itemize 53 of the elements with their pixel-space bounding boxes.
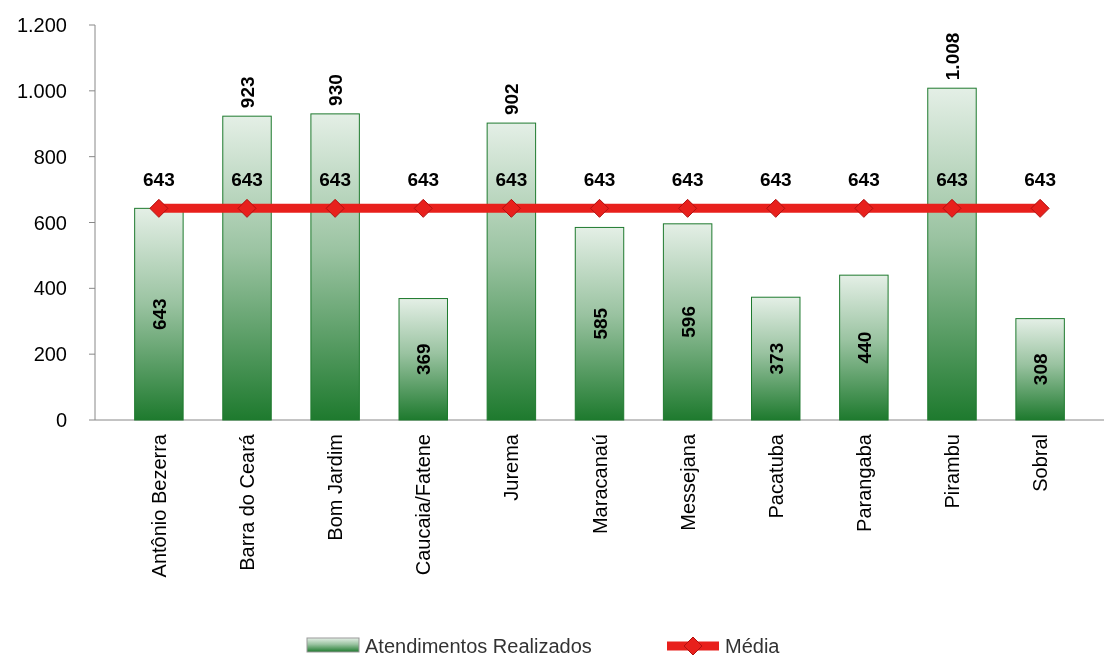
data-label: 902 bbox=[501, 83, 523, 116]
y-tick-label: 1.200 bbox=[16, 14, 67, 36]
bar bbox=[839, 274, 889, 421]
x-tick-label: Parangaba bbox=[852, 433, 875, 532]
bar bbox=[398, 298, 448, 421]
x-tick-label: Pacatuba bbox=[764, 433, 787, 519]
data-label: 643 bbox=[407, 169, 440, 191]
x-tick-label: Maracanaú bbox=[588, 434, 611, 535]
bar bbox=[486, 122, 537, 421]
data-label: 596 bbox=[677, 306, 699, 338]
data-label: 643 bbox=[759, 169, 792, 191]
x-tick-label: Jurema bbox=[500, 433, 523, 501]
x-tick-label: Pirambu bbox=[940, 434, 963, 509]
bar bbox=[927, 87, 977, 421]
bar bbox=[662, 223, 713, 421]
data-label: 923 bbox=[237, 76, 259, 109]
x-tick-label: Messejana bbox=[676, 433, 699, 531]
data-label: 643 bbox=[148, 298, 170, 331]
bar bbox=[222, 115, 272, 421]
data-label: 643 bbox=[143, 169, 175, 191]
data-label: 643 bbox=[583, 169, 616, 191]
legend-label: Atendimentos Realizados bbox=[365, 635, 592, 657]
data-label: 643 bbox=[936, 169, 968, 191]
y-tick-label: 200 bbox=[33, 343, 67, 366]
data-label: 308 bbox=[1030, 353, 1052, 386]
y-tick-label: 0 bbox=[55, 409, 67, 431]
data-label: 585 bbox=[589, 307, 611, 340]
x-tick-label: Bom Jardim bbox=[324, 434, 347, 541]
y-tick-label: 1.000 bbox=[16, 79, 67, 102]
data-label: 643 bbox=[671, 169, 704, 191]
data-label: 440 bbox=[853, 331, 875, 364]
bar bbox=[574, 226, 625, 421]
bar bbox=[751, 296, 801, 421]
bar bbox=[1015, 318, 1065, 421]
data-label: 643 bbox=[1024, 169, 1056, 191]
x-tick-label: Caucaia/Fatene bbox=[412, 434, 435, 576]
data-label: 1.008 bbox=[941, 32, 963, 81]
data-label: 643 bbox=[231, 169, 263, 191]
bar bbox=[310, 113, 360, 421]
y-tick-label: 800 bbox=[33, 145, 67, 168]
data-label: 643 bbox=[848, 169, 880, 191]
data-label: 643 bbox=[495, 169, 528, 191]
data-label: 643 bbox=[319, 169, 351, 191]
x-tick-label: Sobral bbox=[1029, 434, 1052, 492]
data-label: 930 bbox=[325, 74, 347, 106]
data-label: 369 bbox=[413, 343, 435, 376]
y-tick-label: 400 bbox=[33, 277, 67, 300]
bar bbox=[134, 207, 184, 421]
y-tick-label: 600 bbox=[33, 211, 67, 234]
x-tick-label: Barra do Ceará bbox=[236, 433, 259, 571]
x-tick-label: Antônio Bezerra bbox=[147, 433, 170, 578]
legend-label: Média bbox=[725, 635, 781, 657]
data-label: 373 bbox=[765, 342, 787, 375]
